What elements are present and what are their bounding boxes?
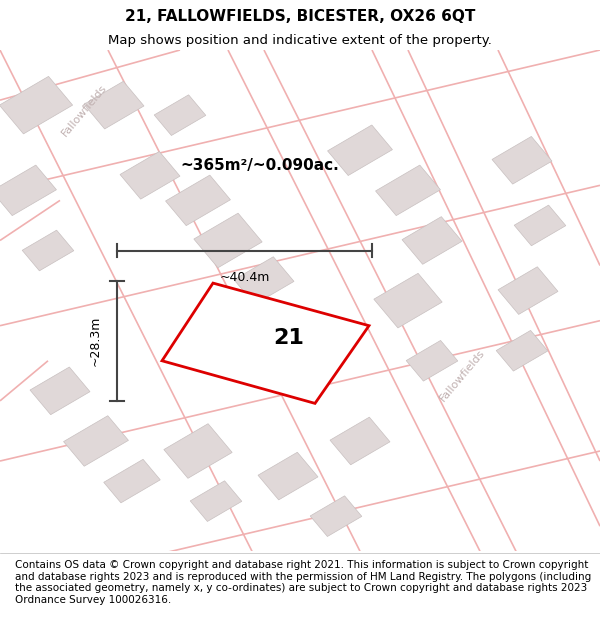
Polygon shape — [374, 273, 442, 328]
Polygon shape — [0, 76, 73, 134]
Polygon shape — [402, 217, 462, 264]
Polygon shape — [514, 205, 566, 246]
Polygon shape — [234, 257, 294, 304]
Polygon shape — [328, 125, 392, 176]
Text: 21: 21 — [274, 328, 304, 348]
Polygon shape — [492, 136, 552, 184]
Text: Contains OS data © Crown copyright and database right 2021. This information is : Contains OS data © Crown copyright and d… — [15, 560, 591, 605]
Polygon shape — [0, 165, 56, 216]
Polygon shape — [154, 95, 206, 136]
Polygon shape — [84, 81, 144, 129]
Text: 21, FALLOWFIELDS, BICESTER, OX26 6QT: 21, FALLOWFIELDS, BICESTER, OX26 6QT — [125, 9, 475, 24]
Polygon shape — [104, 459, 160, 503]
Polygon shape — [164, 424, 232, 478]
Text: ~40.4m: ~40.4m — [220, 271, 269, 284]
Polygon shape — [120, 151, 180, 199]
Text: Fallowfields: Fallowfields — [59, 82, 109, 138]
Text: ~28.3m: ~28.3m — [89, 316, 102, 366]
Polygon shape — [406, 341, 458, 381]
Polygon shape — [376, 165, 440, 216]
Polygon shape — [22, 230, 74, 271]
Polygon shape — [330, 417, 390, 465]
Polygon shape — [498, 267, 558, 314]
Polygon shape — [166, 175, 230, 226]
Text: Map shows position and indicative extent of the property.: Map shows position and indicative extent… — [108, 34, 492, 47]
Polygon shape — [496, 331, 548, 371]
Polygon shape — [190, 481, 242, 521]
Polygon shape — [162, 283, 369, 403]
Text: ~365m²/~0.090ac.: ~365m²/~0.090ac. — [180, 158, 339, 172]
Polygon shape — [310, 496, 362, 536]
Polygon shape — [30, 367, 90, 414]
Polygon shape — [258, 452, 318, 500]
Text: Fallowfields: Fallowfields — [437, 348, 487, 404]
Polygon shape — [64, 416, 128, 466]
Polygon shape — [194, 213, 262, 268]
